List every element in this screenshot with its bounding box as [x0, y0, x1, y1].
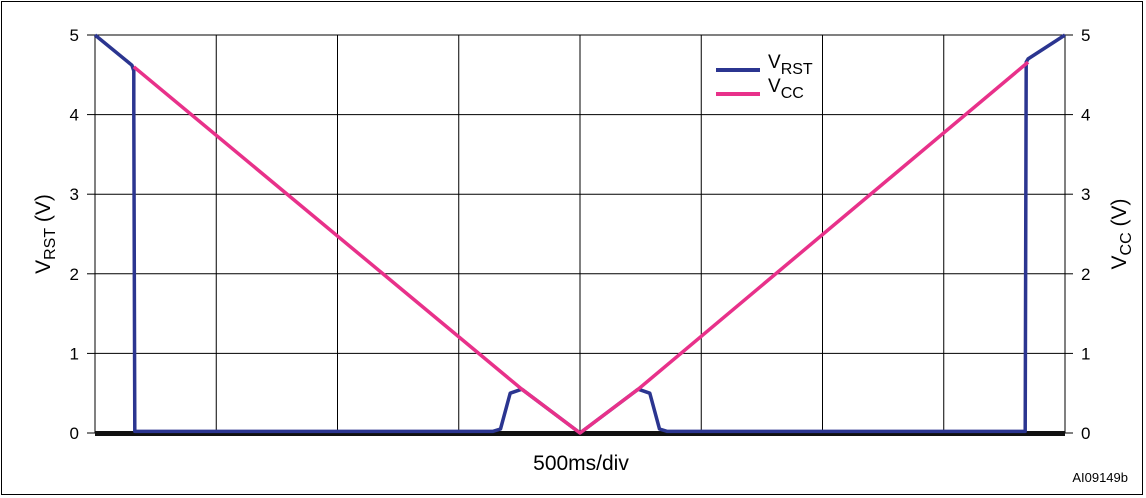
grid [94, 34, 1066, 434]
right-axis-title-main: V [1108, 255, 1131, 269]
legend: VRST VCC [716, 52, 813, 102]
figure-code: AI09149b [1072, 470, 1128, 485]
legend-label-vrst-main: V [768, 52, 781, 73]
y-tick-label-left: 0 [70, 424, 79, 443]
y-tick-label-left: 5 [70, 26, 79, 45]
left-axis-title: VRST (V) [32, 194, 59, 274]
y-tick-label-right: 1 [1081, 344, 1090, 363]
left-axis-title-unit: (V) [32, 194, 55, 228]
y-tick-label-left: 3 [70, 185, 79, 204]
y-tick-label-left: 4 [70, 106, 79, 125]
series-line-vcc [132, 60, 1030, 435]
right-axis-title-sub: CC [1118, 232, 1135, 255]
left-axis-title-sub: RST [42, 228, 59, 260]
legend-label-vrst: VRST [768, 52, 813, 78]
y-tick-label-right: 3 [1081, 185, 1090, 204]
y-tick-label-left: 1 [70, 344, 79, 363]
series-lines [93, 33, 1066, 435]
legend-label-vrst-sub: RST [781, 61, 813, 78]
y-tick-label-left: 2 [70, 265, 79, 284]
right-axis-title-unit: (V) [1108, 199, 1131, 233]
y-tick-label-right: 4 [1081, 106, 1090, 125]
left-axis-title-main: V [32, 260, 55, 274]
legend-label-vcc: VCC [768, 76, 804, 102]
legend-label-vcc-sub: CC [781, 85, 804, 102]
y-tick-label-right: 5 [1081, 26, 1090, 45]
legend-label-vcc-main: V [768, 76, 781, 97]
y-tick-label-right: 2 [1081, 265, 1090, 284]
y-tick-label-right: 0 [1081, 424, 1090, 443]
right-axis-title: VCC (V) [1108, 199, 1135, 270]
y-ticks-right: 0 1 2 3 4 5 [1065, 26, 1090, 443]
y-ticks-left: 0 1 2 3 4 5 [70, 26, 95, 443]
x-axis-title: 500ms/div [533, 452, 629, 475]
